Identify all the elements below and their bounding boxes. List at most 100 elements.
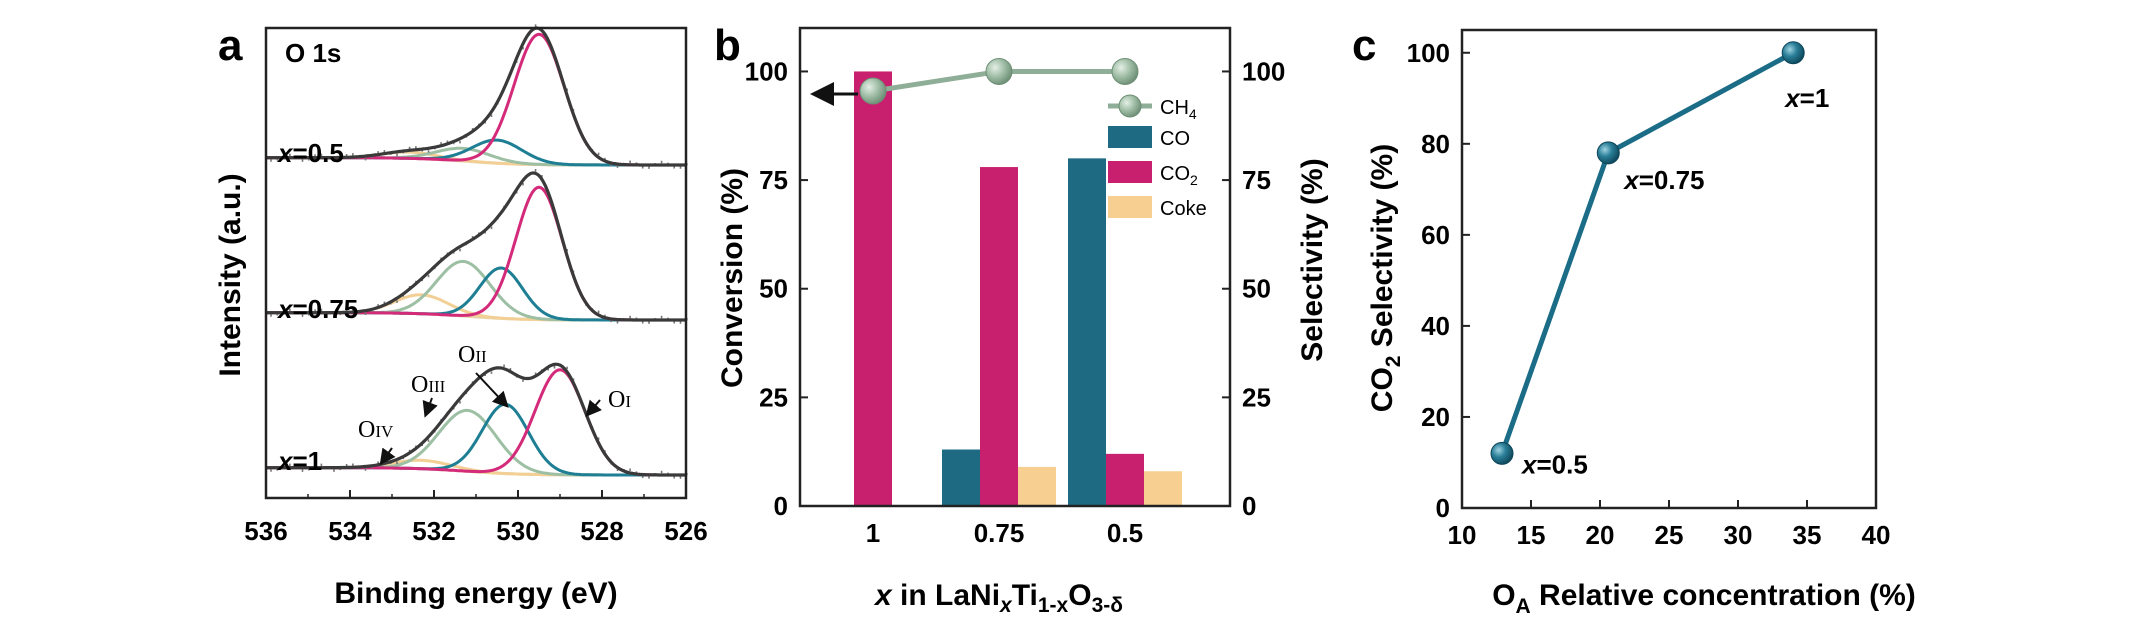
- panel-b-frame: [798, 26, 1232, 508]
- selectivity-line: [1499, 50, 1795, 455]
- legend-label: CO: [1160, 128, 1190, 150]
- bar-co-2: [942, 449, 980, 506]
- arrow-o1: [585, 399, 602, 418]
- peak-labels: OIV OIII OII OI: [358, 342, 631, 443]
- x-tick-label: 536: [244, 516, 287, 546]
- panel-c-x-axis-label: OA Relative concentration (%): [1492, 579, 1916, 618]
- panel-a-frame: [264, 26, 688, 500]
- spectrum-1: [266, 24, 688, 169]
- x-tick-label: 30: [1724, 520, 1753, 550]
- ch4-marker-1: [859, 77, 887, 105]
- sample-label: x=1: [276, 446, 322, 476]
- y-tick-label: 60: [1421, 220, 1450, 250]
- peak-label: OI: [608, 387, 631, 413]
- fit-envelope: [266, 362, 686, 477]
- fit-envelope: [266, 171, 686, 322]
- panel-c-y-axis-label: CO2 Selectivity (%): [1366, 144, 1405, 412]
- left-tick-label: 50: [759, 274, 788, 304]
- panel-b-letter: b: [714, 21, 741, 70]
- left-tick-label: 75: [759, 165, 788, 195]
- panel-a-letter: a: [218, 21, 243, 70]
- y-tick-label: 80: [1421, 129, 1450, 159]
- category-tick-label: 0.75: [974, 518, 1025, 548]
- arrow-o3: [422, 397, 438, 418]
- y-tick-label: 0: [1436, 493, 1450, 523]
- y-tick-label: 20: [1421, 402, 1450, 432]
- x-tick-label: 35: [1793, 520, 1822, 550]
- panel-c-frame: [1460, 28, 1878, 510]
- panel-b-bars: [854, 71, 1182, 507]
- spectrum-3: [266, 362, 688, 479]
- panel-b-right-ticks: 0 25 50 75 100: [1222, 56, 1285, 521]
- legend-label: CO2: [1160, 163, 1198, 188]
- x-tick-label: 532: [412, 516, 455, 546]
- legend-swatch-co: [1108, 126, 1152, 148]
- right-tick-label: 100: [1242, 56, 1285, 86]
- sample-label: x=0.75: [276, 294, 358, 324]
- spectrum-2: [266, 169, 688, 324]
- selectivity-point-3: [1781, 41, 1805, 65]
- peak-o-i: [266, 368, 686, 477]
- bar-co2-3: [1106, 453, 1144, 506]
- legend-swatch-coke: [1108, 196, 1152, 218]
- legend-label: CH4: [1160, 97, 1197, 122]
- bar-co2-1: [854, 71, 892, 507]
- left-tick-label: 100: [745, 56, 788, 86]
- panel-b-conversion-selectivity: b Conversion (%) Selectivity (%) x in La…: [714, 21, 1329, 617]
- point-label: x=1: [1783, 83, 1829, 113]
- core-level-label: O 1s: [285, 38, 341, 68]
- right-tick-label: 25: [1242, 382, 1271, 412]
- x-tick-label: 40: [1862, 520, 1891, 550]
- legend-label: Coke: [1160, 198, 1207, 220]
- bar-co-3: [1068, 158, 1106, 506]
- fit-envelope: [266, 26, 686, 167]
- x-tick-label: 25: [1655, 520, 1684, 550]
- peak-arrows: [379, 372, 602, 466]
- panel-a-x-axis-label: Binding energy (eV): [334, 577, 617, 610]
- arrow-o4: [379, 447, 396, 466]
- left-tick-label: 0: [774, 491, 788, 521]
- y-tick-label: 40: [1421, 311, 1450, 341]
- y-tick-label: 100: [1407, 38, 1450, 68]
- raw-data-points: [270, 363, 688, 479]
- panel-b-left-ticks: 0 25 50 75 100: [745, 56, 808, 521]
- panel-c-letter: c: [1352, 21, 1376, 70]
- legend-marker-ch4: [1118, 94, 1142, 118]
- ch4-marker-2: [985, 57, 1013, 85]
- arrow-o2: [475, 372, 509, 408]
- bar-co2-2: [980, 167, 1018, 506]
- panel-c-point-labels: x=0.5 x=0.75 x=1: [1520, 83, 1829, 480]
- panel-b-x-axis-label: x in LaNixTi1-xO3-δ: [873, 579, 1123, 617]
- selectivity-point-1: [1490, 441, 1514, 465]
- peak-label: OII: [458, 342, 487, 368]
- sample-labels: x=0.5 x=0.75 x=1: [276, 138, 358, 476]
- x-tick-label: 534: [328, 516, 372, 546]
- panel-b-left-axis-label: Conversion (%): [716, 168, 749, 388]
- category-tick-label: 1: [866, 518, 880, 548]
- x-tick-label: 15: [1517, 520, 1546, 550]
- panel-a-x-ticks: 536 534 532 530 528 526: [244, 490, 708, 546]
- panel-a-y-axis-label: Intensity (a.u.): [214, 173, 247, 376]
- sample-label: x=0.5: [276, 138, 344, 168]
- bar-coke-2: [1018, 466, 1056, 506]
- panel-b-right-axis-label: Selectivity (%): [1296, 158, 1329, 361]
- peak-label: OIII: [411, 372, 446, 398]
- panel-a-xps-spectra: a O 1s Intensity (a.u.) Binding energy (…: [214, 21, 708, 610]
- point-label: x=0.5: [1520, 449, 1588, 479]
- panel-c-ticks: 10 15 20 25 30 35 40 0 20 40 60 80 100: [1407, 38, 1891, 550]
- panel-b-ch4-line: [859, 57, 1139, 105]
- right-tick-label: 50: [1242, 274, 1271, 304]
- panel-c-co2-selectivity: c CO2 Selectivity (%) OA Relative concen…: [1352, 21, 1916, 618]
- x-tick-label: 528: [580, 516, 623, 546]
- bar-coke-3: [1144, 471, 1182, 506]
- panel-b-legend: CH4 CO CO2 Coke: [1108, 94, 1207, 220]
- x-tick-label: 526: [664, 516, 707, 546]
- x-tick-label: 10: [1448, 520, 1477, 550]
- legend-swatch-co2: [1108, 161, 1152, 183]
- peak-label: OIV: [358, 417, 394, 443]
- ch4-marker-3: [1111, 57, 1139, 85]
- right-tick-label: 0: [1242, 491, 1256, 521]
- selectivity-point-2: [1596, 141, 1620, 165]
- x-tick-label: 530: [496, 516, 539, 546]
